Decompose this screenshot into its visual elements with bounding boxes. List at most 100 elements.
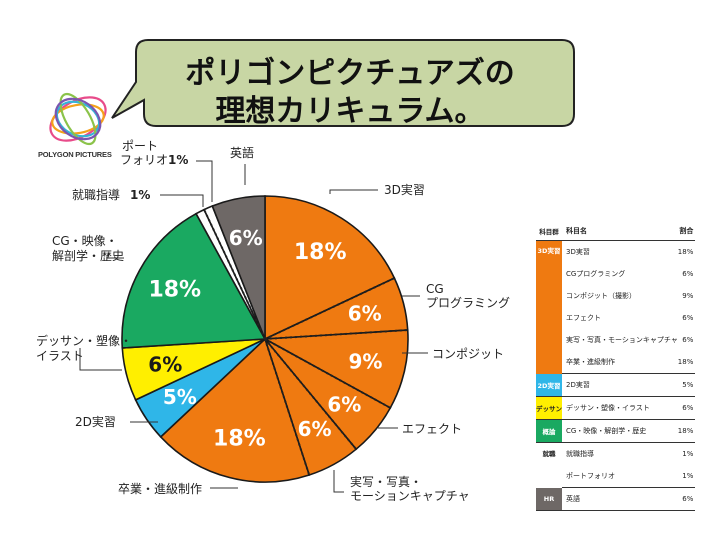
callout-cgv-1: CG・映像・ [52,234,118,248]
table-group-dessin: デッサン [536,396,562,420]
leader-3d [329,189,378,194]
pie-pct-label-11: 6% [229,226,263,250]
logo-text: POLYGON PICTURES [38,150,112,159]
table-row: CGプログラミング 6% [536,263,695,285]
table-cell-name: 英語 [562,487,678,511]
table-cell-name: 実写・写真・モーションキャプチャ [566,336,678,344]
pie-divider-4 [264,338,311,476]
callout-cg-2: プログラミング [426,296,510,310]
callout-shushoku-pct: 1% [130,188,150,202]
table-cell-pct: 1% [682,450,694,458]
callout-shushoku: 就職指導 [72,187,120,202]
pie-slice-8 [121,212,267,349]
pie-pct-label-5: 18% [213,427,266,452]
table-cell-name: ポートフォリオ [562,465,678,488]
table-cell-pct: 9% [682,292,694,300]
leader-lines [79,160,428,493]
pie-slices [121,195,409,483]
callout-portfolio-1: ポート [122,139,158,153]
pie-slice-2 [262,329,409,409]
pie-slice-11 [211,195,266,340]
table-cell-pct: 18% [677,248,694,256]
table-cell-name: CG・映像・解剖学・歴史 [562,419,678,443]
callout-portfolio-2: フォリオ [120,153,168,167]
leader-cgv [107,254,124,259]
table-row: 卒業・進級制作 18% [536,351,696,374]
pie-divider-1 [264,329,408,340]
pie-divider-2 [264,338,391,409]
table-header-name: 科目名 [562,222,678,241]
callout-comp: コンポジット [432,347,504,361]
title-line-1: ポリゴンピクチュアズの [185,56,515,91]
curriculum-table: 科目群 科目名 割合 3D実習 3D実習 18% CGプログラミング 6% コン… [536,222,696,511]
pie-pct-label-2: 9% [348,349,382,373]
table-row: 3D実習 3D実習 18% [536,240,695,374]
pie-divider-0 [264,277,395,340]
table-row: エフェクト 6% [536,307,695,329]
pie-divider-3 [264,338,357,450]
pie-pct-label-4: 6% [298,417,332,441]
table-group-3d: 3D実習 [536,240,562,374]
table-group-shushoku: 就職 [542,450,556,458]
pie-pct-label-7: 6% [148,353,182,377]
leader-shushoku [160,194,204,207]
title-line-2: 理想カリキュラム。 [215,94,485,129]
callout-live-2: モーションキャプチャ [350,489,470,503]
table-cell-pct: 6% [677,487,696,511]
leader-live [333,470,344,493]
pie-slice-0 [264,195,396,341]
pie-pct-label-1: 6% [348,301,382,325]
callout-effect: エフェクト [402,422,462,436]
table-cell-pct: 5% [677,373,696,397]
callout-2d: 2D実習 [75,414,116,429]
pie-pct-label-3: 6% [327,393,361,417]
pie-dividers [203,209,408,476]
table-cell-name: CGプログラミング [566,270,626,278]
table-header-row: 科目群 科目名 割合 [536,222,696,241]
table-cell-name: 卒業・進級制作 [562,351,678,374]
table-cell-name: デッサン・塑像・イラスト [562,396,678,420]
table-cell-name: 3D実習 [566,248,590,256]
callout-portfolio-pct: 1% [168,153,188,167]
leader-portfolio [196,160,213,202]
table-row: 2D実習 2D実習 5% [536,373,696,397]
callout-dessin-1: デッサン・塑像・ [36,333,132,348]
table-cell-pct: 18% [677,351,696,374]
table-cell-pct: 1% [677,465,696,488]
pie-percent-labels: 18%6%9%6%6%18%5%6%18%6% [148,226,382,452]
table-header-pct: 割合 [677,222,696,241]
table-group-hr: HR [536,487,562,511]
pie-pct-label-0: 18% [294,240,347,265]
table-row: コンポジット（撮影） 9% [536,285,695,307]
table-cell-name: 就職指導 [566,450,594,458]
table-cell-name: コンポジット（撮影） [566,292,636,300]
callout-cgv-2: 解剖学・歴史 [52,248,124,263]
table-cell-pct: 6% [682,270,694,278]
pie-divider-9 [203,209,266,340]
bubble-shape [111,39,575,127]
table-row: HR 英語 6% [536,487,696,511]
table-cell-pct: 6% [682,336,694,344]
pie-pct-label-6: 5% [163,385,197,409]
table-cell-pct: 6% [677,396,696,420]
table-cell-name: エフェクト [566,314,601,322]
table-row: 概論 CG・映像・解剖学・歴史 18% [536,419,696,443]
table-row: 実写・写真・モーションキャプチャ 6% [536,329,695,351]
table-cell-pct: 6% [682,314,694,322]
callout-grad: 卒業・進級制作 [118,482,202,496]
polygon-pictures-logo-icon [49,92,107,146]
leader-dessin [79,348,122,371]
table-cell-name: 2D実習 [562,373,678,397]
pie-slice-5 [159,337,311,483]
callout-cg-1: CG [426,282,444,296]
table-group-2d: 2D実習 [536,373,562,397]
table-cell-pct: 18% [677,419,696,443]
table-group-gairon: 概論 [536,419,562,443]
callout-3d: 3D実習 [384,182,425,197]
table-row: 就職 就職指導 1% [536,443,695,466]
table-header-group: 科目群 [536,222,562,241]
callout-dessin-2: イラスト [36,349,84,363]
callout-english: 英語 [230,145,254,160]
pie-pct-label-8: 18% [148,277,201,302]
